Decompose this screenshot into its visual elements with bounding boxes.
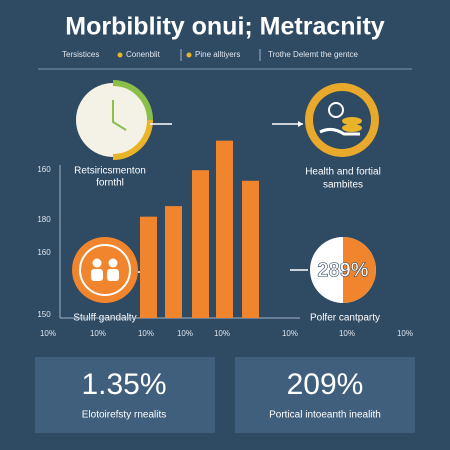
legend-item: Tersistices (62, 50, 99, 59)
card-stat: 209% (287, 368, 364, 401)
legend-item: Conenblit (126, 50, 161, 59)
y-axis-label: 160 (37, 248, 51, 257)
card (35, 357, 215, 433)
title: Morbiblity onui; Metracnity (65, 13, 385, 41)
callout-label: Health and fortial (305, 167, 381, 178)
legend-dot (186, 52, 192, 58)
hand (319, 127, 360, 136)
person (107, 269, 119, 281)
callout-label: sambites (323, 180, 363, 191)
people-ring (79, 244, 131, 296)
clock-hands (112, 100, 127, 131)
coin-outline (328, 102, 344, 118)
legend-item: Pine alltiyers (195, 50, 240, 59)
card-stat: 1.35% (81, 368, 166, 401)
x-axis-label: 10% (214, 329, 230, 338)
clock-arc (112, 80, 153, 121)
card-caption: Elotoirefsty rnealits (82, 410, 166, 421)
card-caption: Portical intoeanth inealith (269, 410, 381, 421)
card (235, 357, 415, 433)
person (91, 269, 103, 281)
coin (342, 124, 362, 132)
person (108, 258, 118, 268)
people-icon (72, 237, 138, 303)
badge-value: 289% (317, 259, 368, 281)
badge-half (343, 237, 376, 303)
bar (165, 206, 182, 318)
callout-label: Polfer cantparty (310, 313, 380, 324)
callout-label: fornthl (96, 178, 124, 189)
person (92, 258, 102, 268)
bar (192, 170, 209, 318)
x-axis-label: 10% (40, 329, 56, 338)
clock-arc (112, 119, 153, 160)
y-axis-label: 160 (37, 165, 51, 174)
bar-chart: 160 180 160 150 10% 10% 10% 10% 10% 10% 10% 10% (37, 140, 413, 338)
y-axis-label: 150 (37, 310, 51, 319)
bar (140, 216, 157, 318)
arrow-head (298, 121, 303, 127)
callout-label: Retsiricsmenton (74, 166, 146, 177)
coins-inner (313, 91, 371, 149)
x-axis-label: 10% (177, 329, 193, 338)
x-axis-label: 10% (397, 329, 413, 338)
legend-item: Trothe Delemt the gentce (268, 50, 359, 59)
bar (242, 180, 259, 318)
coin (342, 117, 362, 125)
x-axis-label: 10% (282, 329, 298, 338)
legend-dot (117, 52, 123, 58)
bar (216, 140, 233, 318)
x-axis-label: 10% (339, 329, 355, 338)
y-axis-label: 180 (37, 215, 51, 224)
x-axis-label: 10% (138, 329, 154, 338)
x-axis-label: 10% (90, 329, 106, 338)
